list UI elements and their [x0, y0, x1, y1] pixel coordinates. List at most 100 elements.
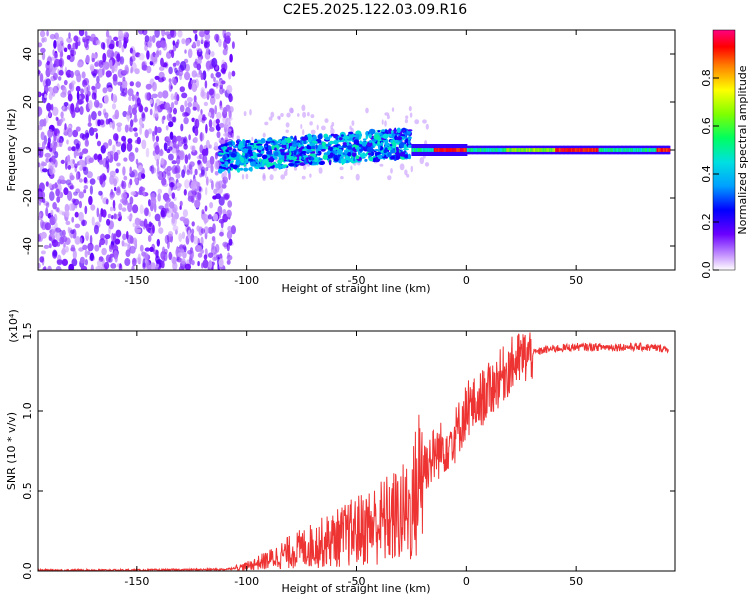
heatmap-cell: [619, 148, 622, 152]
heatmap-cell: [499, 148, 502, 152]
heatmap-cell: [310, 145, 316, 150]
heatmap-cell: [564, 148, 567, 152]
heatmap-cell: [48, 243, 52, 249]
heatmap-cell: [329, 152, 334, 158]
snr-y-tick-label: 0.0: [21, 562, 34, 580]
heatmap-cell: [429, 148, 432, 152]
heatmap-cell: [164, 197, 171, 203]
heatmap-cell: [451, 148, 453, 152]
heatmap-cell: [317, 144, 323, 150]
heatmap-cell: [207, 112, 212, 117]
heatmap-cell: [631, 148, 634, 152]
heatmap-cell: [407, 153, 411, 159]
heatmap-cell: [474, 148, 477, 152]
heatmap-cell: [531, 148, 534, 152]
heatmap-cell: [95, 82, 101, 90]
heatmap-cell: [245, 140, 250, 143]
heatmap-cell: [139, 244, 144, 252]
heatmap-cell: [129, 196, 134, 205]
heatmap-cell: [144, 247, 151, 252]
heatmap-cell: [85, 95, 88, 102]
heatmap-cell: [143, 207, 150, 217]
heatmap-cell: [283, 170, 288, 177]
heatmap-cell: [595, 148, 598, 152]
heatmap-cell: [436, 148, 439, 152]
heatmap-cell: [642, 148, 645, 152]
heatmap-cell: [324, 118, 329, 123]
heatmap-cell: [265, 146, 269, 152]
heatmap-cell: [98, 102, 103, 109]
heatmap-cell: [175, 145, 180, 154]
heatmap-cell: [48, 147, 53, 152]
heatmap-cell: [209, 202, 214, 209]
heatmap-cell: [90, 65, 95, 72]
heatmap-cell: [48, 236, 52, 241]
heatmap-cell: [207, 214, 212, 220]
heatmap-cell: [128, 152, 135, 162]
heatmap-cell: [444, 148, 447, 152]
heatmap-cell: [166, 136, 171, 142]
spectrogram-x-tick-label: -50: [348, 274, 366, 287]
heatmap-cell: [443, 148, 445, 152]
heatmap-cell: [43, 244, 50, 249]
heatmap-cell: [227, 225, 232, 232]
heatmap-cell: [594, 148, 597, 152]
heatmap-cell: [126, 142, 133, 152]
heatmap-cell: [493, 148, 496, 152]
heatmap-cell: [41, 141, 46, 150]
heatmap-cell: [330, 133, 335, 137]
heatmap-cell: [149, 98, 153, 105]
heatmap-cell: [215, 80, 219, 89]
heatmap-cell: [422, 119, 427, 124]
heatmap-cell: [448, 148, 451, 152]
heatmap-cell: [432, 148, 435, 152]
heatmap-cell: [179, 61, 187, 71]
heatmap-cell: [149, 246, 154, 252]
heatmap-cell: [199, 173, 203, 178]
heatmap-cell: [310, 129, 316, 135]
heatmap-cell: [262, 159, 268, 163]
heatmap-cell: [211, 57, 218, 68]
heatmap-cell: [69, 70, 74, 78]
heatmap-cell: [260, 138, 266, 144]
heatmap-cell: [179, 205, 182, 210]
colorbar-label: Normalized spectral amplitude: [736, 65, 749, 234]
heatmap-cell: [171, 49, 175, 59]
heatmap-cell: [155, 135, 160, 142]
heatmap-cell: [510, 148, 513, 152]
heatmap-cell: [286, 112, 291, 118]
heatmap-cell: [223, 170, 227, 178]
heatmap-cell: [190, 79, 194, 85]
heatmap-cell: [65, 246, 69, 253]
heatmap-cell: [205, 123, 208, 134]
heatmap-cell: [630, 148, 633, 152]
heatmap-cell: [424, 148, 427, 152]
heatmap-cell: [187, 250, 193, 255]
heatmap-cell: [53, 52, 59, 59]
spectrogram-y-axis-label: Frequency (Hz): [5, 109, 18, 192]
heatmap-cell: [72, 250, 77, 260]
heatmap-cell: [154, 152, 161, 162]
heatmap-cell: [486, 148, 489, 152]
heatmap-cell: [237, 168, 241, 171]
heatmap-cell: [51, 229, 58, 239]
snr-series-line: [38, 332, 669, 571]
heatmap-cell: [204, 41, 210, 49]
heatmap-cell: [524, 148, 527, 152]
heatmap-cell: [469, 148, 472, 152]
heatmap-cell: [210, 51, 215, 57]
heatmap-cell: [285, 122, 290, 128]
heatmap-cell: [393, 128, 397, 134]
heatmap-cell: [183, 117, 189, 125]
heatmap-cell: [204, 205, 208, 212]
heatmap-cell: [340, 176, 344, 180]
heatmap-cell: [119, 33, 125, 38]
heatmap-cell: [107, 151, 111, 160]
heatmap-cell: [84, 259, 89, 266]
heatmap-cell: [127, 88, 134, 97]
heatmap-cell: [261, 154, 268, 159]
heatmap-cell: [217, 168, 223, 174]
heatmap-cell: [209, 96, 216, 105]
heatmap-cell: [556, 148, 559, 152]
heatmap-cell: [280, 113, 284, 117]
